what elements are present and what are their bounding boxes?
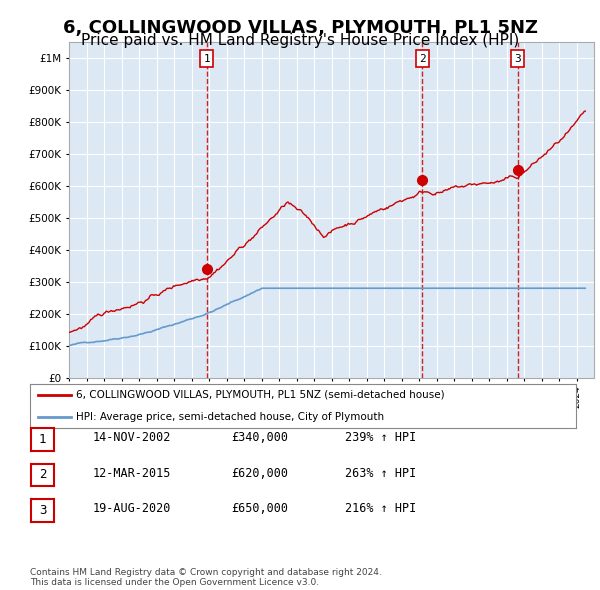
Text: 12-MAR-2015: 12-MAR-2015: [93, 467, 172, 480]
Text: 216% ↑ HPI: 216% ↑ HPI: [345, 502, 416, 515]
Text: 1: 1: [39, 433, 46, 446]
Text: 3: 3: [514, 54, 521, 64]
Text: 3: 3: [39, 504, 46, 517]
Text: 263% ↑ HPI: 263% ↑ HPI: [345, 467, 416, 480]
Text: HPI: Average price, semi-detached house, City of Plymouth: HPI: Average price, semi-detached house,…: [76, 412, 385, 422]
Text: 6, COLLINGWOOD VILLAS, PLYMOUTH, PL1 5NZ (semi-detached house): 6, COLLINGWOOD VILLAS, PLYMOUTH, PL1 5NZ…: [76, 389, 445, 399]
Text: £650,000: £650,000: [231, 502, 288, 515]
Text: £340,000: £340,000: [231, 431, 288, 444]
Text: 1: 1: [203, 54, 210, 64]
Text: Price paid vs. HM Land Registry's House Price Index (HPI): Price paid vs. HM Land Registry's House …: [81, 33, 519, 48]
Text: 19-AUG-2020: 19-AUG-2020: [93, 502, 172, 515]
Text: 2: 2: [39, 468, 46, 481]
Text: £620,000: £620,000: [231, 467, 288, 480]
Text: 239% ↑ HPI: 239% ↑ HPI: [345, 431, 416, 444]
Text: 2: 2: [419, 54, 426, 64]
Text: 6, COLLINGWOOD VILLAS, PLYMOUTH, PL1 5NZ: 6, COLLINGWOOD VILLAS, PLYMOUTH, PL1 5NZ: [62, 19, 538, 37]
Text: This data is licensed under the Open Government Licence v3.0.: This data is licensed under the Open Gov…: [30, 578, 319, 587]
Text: 14-NOV-2002: 14-NOV-2002: [93, 431, 172, 444]
Text: Contains HM Land Registry data © Crown copyright and database right 2024.: Contains HM Land Registry data © Crown c…: [30, 568, 382, 577]
